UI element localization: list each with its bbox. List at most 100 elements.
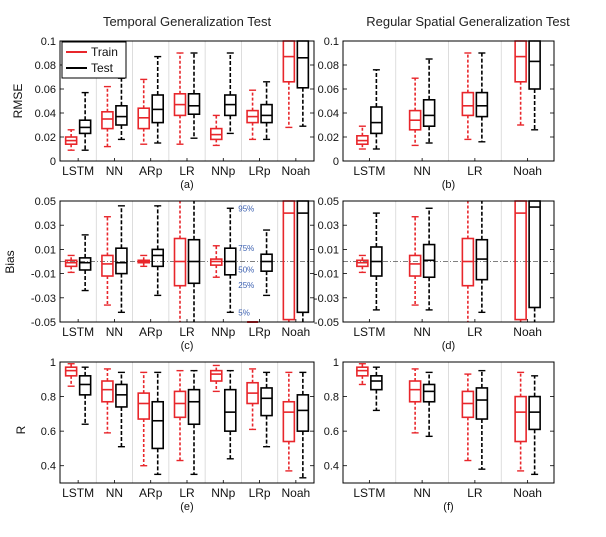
box-train-lr xyxy=(461,201,475,322)
box-iqr xyxy=(115,383,128,408)
title-spatial: Regular Spatial Generalization Test xyxy=(366,14,570,29)
box-test-noah xyxy=(528,40,541,131)
category-label: NNp xyxy=(211,486,235,500)
category-label: ARp xyxy=(139,325,163,339)
category-label: ARp xyxy=(139,164,163,178)
box-iqr xyxy=(101,111,114,130)
box-train-lr xyxy=(173,369,187,462)
y-tick-label: 1 xyxy=(333,357,339,369)
box-iqr xyxy=(296,394,310,432)
percentile-annotation: 75% xyxy=(238,244,254,253)
box-test-lstm xyxy=(78,91,92,151)
category-label: NN xyxy=(106,164,123,178)
category-label: Noah xyxy=(513,486,542,500)
box-iqr xyxy=(370,106,383,135)
panel-frame xyxy=(342,361,555,484)
box-train-nnp xyxy=(209,364,223,393)
panel-3: -0.05 -0.03 -0.01 0.01 0.03 0.05 LSTM NN ARp LR NN… xyxy=(3,196,315,352)
box-train-arp xyxy=(137,78,151,145)
box-test-arp xyxy=(151,371,165,476)
box-train-lstm xyxy=(356,125,369,150)
category-label: LSTM xyxy=(62,486,94,500)
box-test-lr xyxy=(187,52,201,139)
box-test-arp xyxy=(151,205,165,297)
box-train-arp xyxy=(137,254,151,268)
box-test-lstm xyxy=(78,234,92,292)
box-iqr xyxy=(475,91,489,118)
box-train-nnp xyxy=(209,114,223,147)
category-label: NN xyxy=(106,325,123,339)
box-iqr xyxy=(422,99,436,128)
box-iqr xyxy=(422,383,436,403)
panel-label: (c) xyxy=(181,340,194,352)
panel-4: -0.05 -0.03 -0.01 0.01 0.03 0.05 LSTM NN LR Noah (… xyxy=(314,196,555,352)
box-iqr xyxy=(101,254,114,277)
category-label: LR xyxy=(179,164,195,178)
panel-frame xyxy=(59,361,315,484)
box-test-lrp xyxy=(260,81,273,141)
box-iqr xyxy=(475,387,489,420)
box-iqr xyxy=(187,388,201,426)
y-tick-label: -0.03 xyxy=(31,293,56,305)
box-iqr xyxy=(282,400,296,443)
box-iqr xyxy=(282,200,296,321)
percentile-annotation: 5% xyxy=(238,308,250,317)
box-train-lstm xyxy=(356,363,369,386)
panel-6: 0.4 0.6 0.8 1 LSTM NN LR Noah (f) xyxy=(324,357,555,513)
category-label: LR xyxy=(467,325,483,339)
box-iqr xyxy=(187,93,201,116)
box-iqr xyxy=(260,103,273,124)
y-tick-label: 0.6 xyxy=(41,426,56,438)
box-iqr xyxy=(282,40,296,83)
category-label: LR xyxy=(179,325,195,339)
box-iqr xyxy=(260,387,273,417)
category-label: NN xyxy=(106,486,123,500)
box-test-noah xyxy=(296,371,310,479)
box-iqr xyxy=(296,200,310,314)
panel-label: (d) xyxy=(442,340,455,352)
box-test-nn xyxy=(422,207,436,311)
box-train-noah xyxy=(282,40,296,129)
y-tick-label: 1 xyxy=(50,357,56,369)
box-test-lstm xyxy=(78,366,92,425)
percentile-annotation: 50% xyxy=(238,266,254,275)
category-label: LSTM xyxy=(353,325,385,339)
category-label: Noah xyxy=(513,164,542,178)
y-tick-label: -0.05 xyxy=(31,317,56,329)
box-test-lstm xyxy=(370,366,383,412)
category-label: NN xyxy=(413,164,430,178)
y-tick-label: 0.01 xyxy=(318,244,339,256)
box-train-lr xyxy=(461,52,475,141)
category-label: Noah xyxy=(282,486,311,500)
category-label: LSTM xyxy=(353,486,385,500)
box-train-lstm xyxy=(356,254,369,274)
box-train-noah xyxy=(282,371,296,472)
box-iqr xyxy=(514,200,527,321)
title-temporal: Temporal Generalization Test xyxy=(103,14,272,29)
y-tick-label: 0.1 xyxy=(324,36,339,48)
y-tick-label: -0.01 xyxy=(31,269,56,281)
y-tick-label: 0.1 xyxy=(41,36,56,48)
box-test-nnp xyxy=(223,52,237,135)
panel-label: (a) xyxy=(180,179,193,191)
category-label: NN xyxy=(413,325,430,339)
y-tick-label: 0.8 xyxy=(324,392,339,404)
box-test-nn xyxy=(422,371,436,438)
percentile-annotation: 95% xyxy=(238,204,254,213)
y-tick-label: 0.03 xyxy=(318,220,339,232)
box-train-lr xyxy=(173,201,187,322)
box-train-nnp xyxy=(209,245,223,278)
y-tick-label: 0.01 xyxy=(35,244,56,256)
box-train-nn xyxy=(408,77,422,147)
y-tick-label: 0.04 xyxy=(35,108,56,120)
y-tick-label: 0.08 xyxy=(35,60,56,72)
y-tick-label: 0.03 xyxy=(35,220,56,232)
category-label: LR xyxy=(179,486,195,500)
box-iqr xyxy=(115,247,128,275)
legend: Train Test xyxy=(61,41,127,79)
panel-2: 0 0.02 0.04 0.06 0.08 0.1 LSTM NN LR Noah (b) xyxy=(318,36,555,191)
box-test-nn xyxy=(115,77,128,141)
percentile-annotation: 25% xyxy=(238,281,254,290)
box-test-lr xyxy=(475,201,489,314)
box-iqr xyxy=(514,40,527,83)
